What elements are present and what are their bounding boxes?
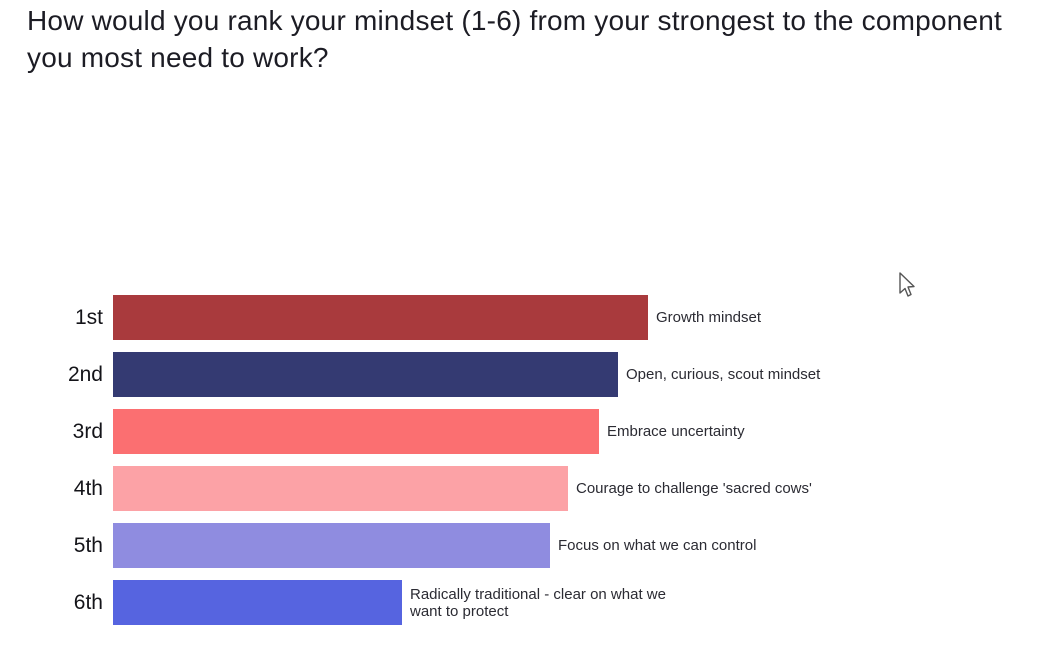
bar-caption-1: Growth mindset [656, 309, 762, 326]
bar-caption-6: Radically traditional - clear on what we… [410, 585, 666, 620]
bar-caption-5: Focus on what we can control [558, 537, 757, 554]
ranking-row-1: 1st Growth mindset [0, 295, 1062, 340]
question-title: How would you rank your mindset (1-6) fr… [27, 5, 1003, 73]
bar-4 [113, 466, 568, 511]
ranking-row-2: 2nd Open, curious, scout mindset [0, 352, 1062, 397]
bar-2 [113, 352, 618, 397]
bar-caption-2: Open, curious, scout mindset [626, 366, 821, 383]
rank-label-1: 1st [74, 305, 103, 329]
bar-6 [113, 580, 402, 625]
bar-3 [113, 409, 599, 454]
ranking-row-3: 3rd Embrace uncertainty [0, 409, 1062, 454]
ranking-row-5: 5th Focus on what we can control [0, 523, 1062, 568]
ranking-bar-chart: 1st Growth mindset 2nd Open, curious, sc… [0, 295, 1062, 637]
ranking-row-4: 4th Courage to challenge 'sacred cows' [0, 466, 1062, 511]
bar-caption-3: Embrace uncertainty [607, 423, 745, 440]
rank-label-2: 2nd [67, 362, 103, 386]
bar-1 [113, 295, 648, 340]
rank-label-5: 5th [73, 533, 103, 557]
rank-label-3: 3rd [72, 419, 103, 443]
rank-label-6: 6th [73, 590, 103, 614]
bar-5 [113, 523, 550, 568]
bar-caption-4: Courage to challenge 'sacred cows' [576, 480, 812, 497]
rank-label-4: 4th [73, 476, 103, 500]
ranking-row-6: 6th Radically traditional - clear on wha… [0, 580, 1062, 625]
